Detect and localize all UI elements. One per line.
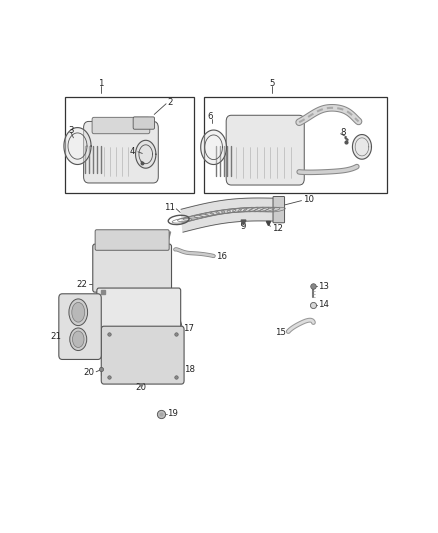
Text: 19: 19 [167, 409, 178, 418]
Polygon shape [181, 198, 276, 232]
Text: 7: 7 [363, 142, 368, 150]
Polygon shape [353, 134, 371, 159]
FancyBboxPatch shape [93, 244, 172, 292]
Polygon shape [201, 130, 226, 165]
FancyBboxPatch shape [59, 294, 101, 359]
FancyBboxPatch shape [95, 230, 169, 251]
FancyBboxPatch shape [226, 115, 304, 185]
Ellipse shape [72, 302, 85, 322]
FancyBboxPatch shape [133, 117, 155, 129]
Text: 6: 6 [208, 112, 213, 121]
Bar [65, 97, 194, 193]
FancyBboxPatch shape [92, 117, 150, 134]
Text: 21: 21 [50, 332, 61, 341]
Text: 10: 10 [303, 195, 314, 204]
FancyBboxPatch shape [84, 122, 158, 183]
FancyBboxPatch shape [273, 197, 285, 223]
Text: 4: 4 [129, 147, 135, 156]
Text: 14: 14 [318, 301, 329, 309]
FancyBboxPatch shape [97, 288, 181, 330]
Ellipse shape [72, 331, 84, 348]
Text: 8: 8 [341, 127, 346, 136]
Text: 17: 17 [183, 324, 194, 333]
Text: 18: 18 [184, 365, 195, 374]
Bar [96, 288, 168, 295]
Text: 5: 5 [269, 79, 275, 88]
Polygon shape [135, 140, 156, 168]
Text: 16: 16 [216, 252, 227, 261]
FancyBboxPatch shape [101, 326, 184, 384]
Text: 20: 20 [84, 368, 95, 377]
Text: 9: 9 [241, 222, 246, 231]
Text: 12: 12 [272, 224, 283, 232]
Text: 13: 13 [318, 282, 329, 291]
Ellipse shape [70, 328, 87, 351]
Text: 22: 22 [77, 280, 88, 289]
Ellipse shape [69, 299, 88, 326]
Text: 1: 1 [98, 79, 103, 88]
Bar [204, 97, 387, 193]
Text: 3: 3 [68, 126, 74, 135]
Text: 15: 15 [275, 328, 286, 337]
Text: 11: 11 [164, 203, 175, 212]
Text: 20: 20 [136, 383, 147, 392]
Text: 2: 2 [167, 99, 173, 108]
Polygon shape [64, 127, 91, 165]
